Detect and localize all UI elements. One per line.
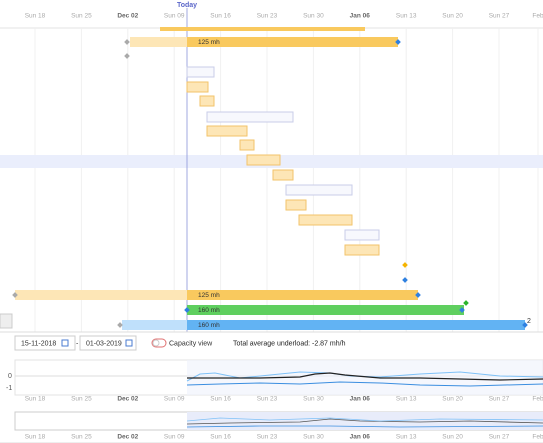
bar-label: 125 mh bbox=[198, 292, 220, 299]
chart-date: Sun 09 bbox=[164, 396, 185, 403]
y-label: -1 bbox=[6, 385, 12, 392]
chart-date: Sun 25 bbox=[71, 396, 92, 403]
navigator-date: Dec 02 bbox=[117, 434, 138, 441]
capacity-label: Capacity view bbox=[169, 340, 213, 347]
bar-label: 160 mh bbox=[198, 322, 220, 329]
timeline-date: Sun 25 bbox=[71, 13, 92, 20]
navigator-date: Sun 20 bbox=[442, 434, 463, 441]
chart-date: Sun 30 bbox=[303, 396, 324, 403]
bar[interactable] bbox=[187, 290, 418, 300]
timeline-date: Sun 09 bbox=[164, 13, 185, 20]
badge: 2 bbox=[527, 318, 531, 325]
navigator-date: Sun 13 bbox=[396, 434, 417, 441]
chart-date: Sun 13 bbox=[396, 396, 417, 403]
navigator-date: Feb bbox=[532, 434, 543, 441]
timeline-date: Feb bbox=[532, 13, 543, 20]
start-date: 15-11-2018 bbox=[21, 340, 56, 347]
navigator-date: Sun 23 bbox=[257, 434, 278, 441]
timeline-date: Jan 06 bbox=[350, 13, 371, 20]
bar[interactable] bbox=[122, 320, 187, 330]
navigator-date: Sun 18 bbox=[25, 434, 46, 441]
navigator-date: Sun 16 bbox=[210, 434, 231, 441]
bar[interactable] bbox=[130, 37, 187, 47]
timeline-date: Sun 27 bbox=[489, 13, 510, 20]
y-label: 0 bbox=[8, 373, 12, 380]
summary: Total average underload: -2.87 mh/h bbox=[233, 340, 346, 347]
navigator-date: Sun 25 bbox=[71, 434, 92, 441]
start-date-input[interactable] bbox=[14, 335, 76, 351]
navigator-date: Sun 30 bbox=[303, 434, 324, 441]
bar-label: 125 mh bbox=[198, 39, 220, 46]
bar[interactable] bbox=[15, 290, 187, 300]
bar[interactable] bbox=[187, 320, 525, 330]
navigator-date: Jan 06 bbox=[350, 434, 371, 441]
timeline-date: Sun 20 bbox=[442, 13, 463, 20]
timeline-date: Dec 02 bbox=[117, 13, 138, 20]
chart-date: Sun 16 bbox=[210, 396, 231, 403]
timeline-date: Sun 18 bbox=[25, 13, 46, 20]
timeline-date: Sun 13 bbox=[396, 13, 417, 20]
chart-date: Jan 06 bbox=[350, 396, 371, 403]
navigator-date: Sun 09 bbox=[164, 434, 185, 441]
bar[interactable] bbox=[187, 37, 398, 47]
timeline-date: Sun 16 bbox=[210, 13, 231, 20]
chart-date: Dec 02 bbox=[117, 396, 138, 403]
chart-date: Sun 23 bbox=[257, 396, 278, 403]
collapse-tab[interactable] bbox=[0, 313, 13, 329]
end-date: 01-03-2019 bbox=[86, 340, 122, 347]
today-label: Today bbox=[177, 2, 197, 9]
navigator-date: Sun 27 bbox=[489, 434, 510, 441]
timeline-header bbox=[0, 0, 543, 28]
chart-date: Sun 27 bbox=[489, 396, 510, 403]
bar[interactable] bbox=[187, 305, 464, 315]
end-date-input[interactable] bbox=[79, 335, 137, 351]
bar-label: 160 mh bbox=[198, 307, 220, 314]
chart-date: Sun 18 bbox=[25, 396, 46, 403]
separator: - bbox=[76, 340, 79, 347]
chart-date: Sun 20 bbox=[442, 396, 463, 403]
chart-date: Feb bbox=[532, 396, 543, 403]
timeline-date: Sun 23 bbox=[257, 13, 278, 20]
timeline-date: Sun 30 bbox=[303, 13, 324, 20]
